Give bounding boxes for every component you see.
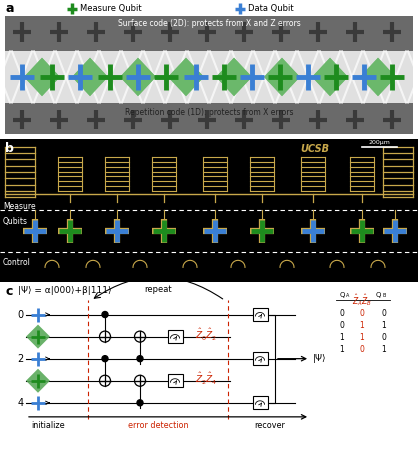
Text: 0: 0 xyxy=(359,308,364,318)
Polygon shape xyxy=(312,58,348,96)
Text: Qubits: Qubits xyxy=(3,217,28,226)
Text: Measure: Measure xyxy=(3,202,36,211)
Text: c: c xyxy=(5,285,13,299)
Text: 4: 4 xyxy=(18,398,24,408)
Text: initialize: initialize xyxy=(31,421,65,430)
Text: 1: 1 xyxy=(359,320,364,330)
Text: |Ψ⟩ = α|000⟩+β|111⟩: |Ψ⟩ = α|000⟩+β|111⟩ xyxy=(18,287,112,295)
Polygon shape xyxy=(72,58,108,96)
Text: |Ψ⟩: |Ψ⟩ xyxy=(313,354,326,363)
Polygon shape xyxy=(120,58,156,96)
Text: Q: Q xyxy=(339,293,345,299)
Polygon shape xyxy=(216,58,252,96)
Text: b: b xyxy=(5,142,14,155)
Text: 0: 0 xyxy=(382,308,386,318)
Text: Surface code (2D): protects from X and Z errors: Surface code (2D): protects from X and Z… xyxy=(117,19,301,28)
Text: 1: 1 xyxy=(339,344,344,354)
Text: A: A xyxy=(346,294,350,299)
Polygon shape xyxy=(26,369,50,393)
Circle shape xyxy=(102,356,108,362)
Circle shape xyxy=(137,356,143,362)
Circle shape xyxy=(102,312,108,318)
FancyBboxPatch shape xyxy=(252,396,268,409)
Text: 200μm: 200μm xyxy=(368,140,390,145)
FancyBboxPatch shape xyxy=(168,374,183,387)
Text: a: a xyxy=(6,2,15,15)
Text: Measure Qubit: Measure Qubit xyxy=(80,4,142,13)
Text: repeat: repeat xyxy=(144,286,172,294)
Polygon shape xyxy=(24,58,60,96)
Polygon shape xyxy=(360,58,396,96)
Text: $\hat{Z}_A\hat{Z}_B$: $\hat{Z}_A\hat{Z}_B$ xyxy=(352,293,372,308)
Polygon shape xyxy=(120,58,156,96)
Polygon shape xyxy=(168,58,204,96)
Text: 1: 1 xyxy=(359,332,364,342)
Polygon shape xyxy=(216,58,252,96)
Text: UCSB: UCSB xyxy=(300,144,329,154)
Text: Control: Control xyxy=(3,258,31,267)
Text: 1: 1 xyxy=(339,332,344,342)
Text: 1: 1 xyxy=(382,344,386,354)
Polygon shape xyxy=(312,58,348,96)
Bar xyxy=(5,51,413,103)
Text: 0: 0 xyxy=(382,332,386,342)
Text: Repetition code (1D): protects from X errors: Repetition code (1D): protects from X er… xyxy=(125,108,293,117)
Text: B: B xyxy=(382,294,386,299)
Bar xyxy=(5,16,413,133)
Text: $\hat{Z}_2\hat{Z}_4$: $\hat{Z}_2\hat{Z}_4$ xyxy=(195,371,218,387)
Circle shape xyxy=(137,400,143,406)
Polygon shape xyxy=(168,58,204,96)
Text: $\hat{Z}_0\hat{Z}_2$: $\hat{Z}_0\hat{Z}_2$ xyxy=(195,326,217,343)
Text: 0: 0 xyxy=(339,308,344,318)
Text: Q: Q xyxy=(375,293,381,299)
Text: 2: 2 xyxy=(18,354,24,363)
Polygon shape xyxy=(360,58,396,96)
Polygon shape xyxy=(72,58,108,96)
Text: error detection: error detection xyxy=(128,421,188,430)
Text: 0: 0 xyxy=(18,310,24,319)
FancyBboxPatch shape xyxy=(168,330,183,343)
Text: recover: recover xyxy=(255,421,285,430)
Polygon shape xyxy=(264,58,300,96)
FancyBboxPatch shape xyxy=(252,308,268,321)
FancyBboxPatch shape xyxy=(252,352,268,365)
Text: Data Qubit: Data Qubit xyxy=(248,4,293,13)
Polygon shape xyxy=(24,58,60,96)
Text: 0: 0 xyxy=(339,320,344,330)
Text: 0: 0 xyxy=(359,344,364,354)
Polygon shape xyxy=(26,325,50,349)
Polygon shape xyxy=(264,58,300,96)
Text: 1: 1 xyxy=(382,320,386,330)
